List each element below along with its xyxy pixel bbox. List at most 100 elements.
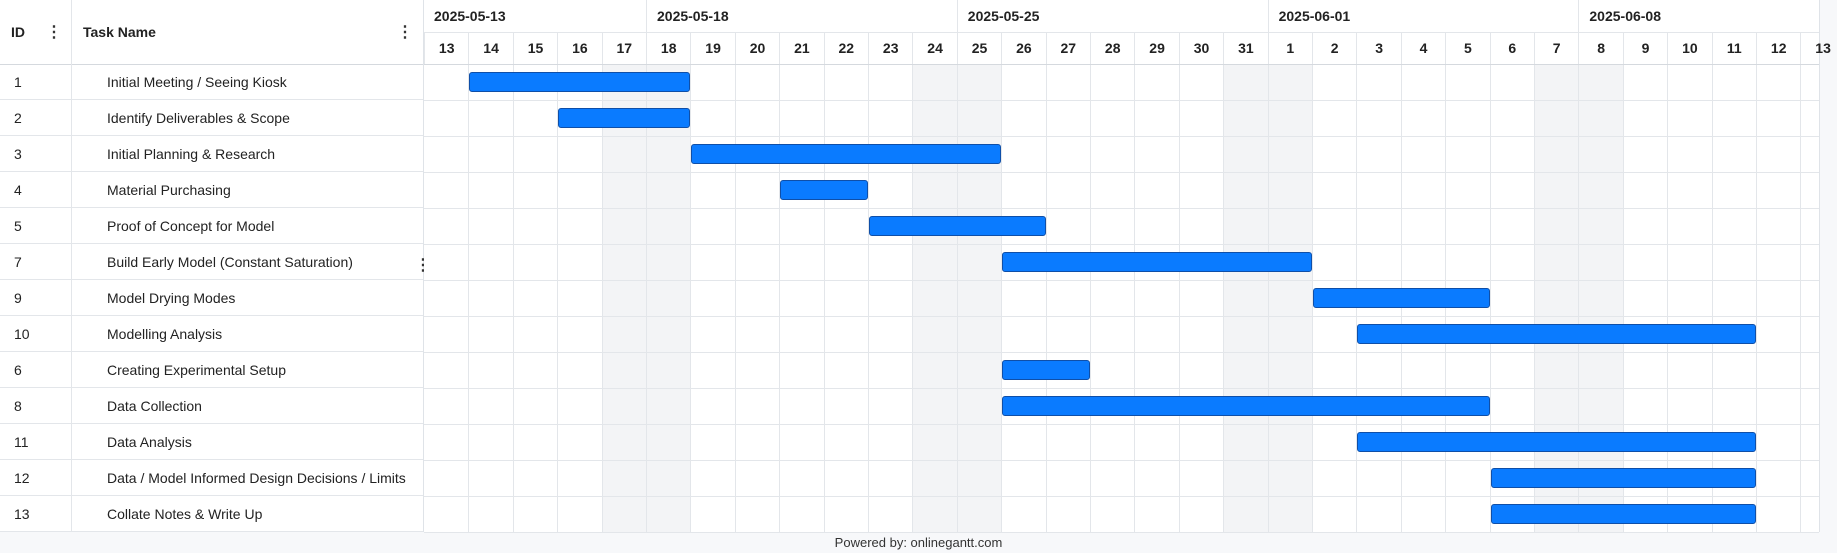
- day-gridline: [1045, 32, 1047, 532]
- day-label: 3: [1356, 32, 1400, 64]
- day-label: 30: [1178, 32, 1223, 64]
- task-bar[interactable]: [558, 108, 691, 128]
- day-label: 13: [424, 32, 468, 64]
- day-label: 16: [557, 32, 601, 64]
- task-bar[interactable]: [469, 72, 691, 92]
- task-row[interactable]: 8 Data Collection: [0, 388, 423, 424]
- day-label: 31: [1223, 32, 1267, 64]
- task-row[interactable]: 3 Initial Planning & Research: [0, 136, 423, 172]
- day-gridline: [734, 32, 736, 532]
- task-name: Build Early Model (Constant Saturation): [107, 253, 353, 270]
- day-label: 10: [1667, 32, 1711, 64]
- task-name: Data Analysis: [107, 433, 192, 450]
- task-row[interactable]: 2 Identify Deliverables & Scope: [0, 100, 423, 136]
- task-id: 4: [14, 181, 22, 198]
- task-name: Data Collection: [107, 397, 202, 414]
- task-bar[interactable]: [1357, 324, 1756, 344]
- task-id: 6: [14, 361, 22, 378]
- day-gridline: [601, 32, 603, 532]
- task-name: Material Purchasing: [107, 181, 231, 198]
- day-gridline: [1400, 32, 1402, 532]
- day-gridline: [823, 32, 825, 532]
- task-bar[interactable]: [1313, 288, 1490, 308]
- task-name-column-header[interactable]: Task Name: [83, 24, 156, 40]
- task-row[interactable]: 13 Collate Notes & Write Up: [0, 496, 423, 532]
- day-gridline: [1090, 32, 1091, 532]
- day-label: 19: [690, 32, 734, 64]
- task-id: 3: [14, 145, 22, 162]
- day-gridline: [646, 32, 647, 532]
- id-column-header[interactable]: ID: [11, 24, 25, 40]
- month-header-divider: [424, 32, 1819, 33]
- row-gridline: [424, 388, 1819, 389]
- footer-credit: Powered by: onlinegantt.com: [834, 535, 1003, 550]
- day-gridline: [1223, 32, 1225, 532]
- day-gridline: [1134, 32, 1136, 532]
- task-bar[interactable]: [691, 144, 1002, 164]
- task-row[interactable]: 7 Build Early Model (Constant Saturation): [0, 244, 423, 280]
- task-row[interactable]: 12 Data / Model Informed Design Decisions…: [0, 460, 423, 496]
- day-label: 27: [1045, 32, 1090, 64]
- task-name: Collate Notes & Write Up: [107, 505, 263, 522]
- task-row[interactable]: 11 Data Analysis: [0, 424, 423, 460]
- day-label: 18: [646, 32, 690, 64]
- day-label: 5: [1445, 32, 1489, 64]
- weekend-column: [1223, 64, 1312, 532]
- day-gridline: [1001, 32, 1003, 532]
- task-bar[interactable]: [1490, 504, 1756, 524]
- day-label: 9: [1622, 32, 1667, 64]
- weekend-column: [912, 64, 1002, 532]
- task-bar[interactable]: [869, 216, 1046, 236]
- day-label: 4: [1400, 32, 1445, 64]
- task-row[interactable]: 10 Modelling Analysis: [0, 316, 423, 352]
- day-gridline: [1756, 32, 1757, 532]
- id-column-menu-icon[interactable]: ⋮: [46, 24, 62, 41]
- day-gridline: [512, 32, 514, 532]
- day-gridline: [1356, 32, 1358, 532]
- task-bar[interactable]: [1002, 360, 1090, 380]
- week-label: 2025-05-13: [434, 8, 506, 24]
- task-id: 5: [14, 217, 22, 234]
- task-bar[interactable]: [1357, 432, 1756, 452]
- task-row[interactable]: 5 Proof of Concept for Model: [0, 208, 423, 244]
- task-id: 11: [14, 433, 29, 450]
- day-label: 24: [912, 32, 956, 64]
- day-label: 17: [601, 32, 646, 64]
- day-gridline: [868, 32, 869, 532]
- row-gridline: [424, 172, 1819, 173]
- row-gridline: [424, 424, 1819, 425]
- task-bar[interactable]: [1002, 396, 1490, 416]
- task-id: 9: [14, 289, 22, 306]
- day-label: 29: [1134, 32, 1178, 64]
- task-row[interactable]: 1 Initial Meeting / Seeing Kiosk: [0, 64, 423, 100]
- task-name-column-menu-icon[interactable]: ⋮: [397, 24, 413, 41]
- task-row[interactable]: 6 Creating Experimental Setup: [0, 352, 423, 388]
- task-name: Identify Deliverables & Scope: [107, 109, 290, 126]
- day-gridline: [1489, 32, 1491, 532]
- day-label: 20: [734, 32, 779, 64]
- day-label: 12: [1756, 32, 1800, 64]
- task-bar[interactable]: [1490, 468, 1756, 488]
- row-gridline: [424, 460, 1819, 461]
- day-label: 6: [1489, 32, 1534, 64]
- task-row[interactable]: 4 Material Purchasing: [0, 172, 423, 208]
- gantt-chart: 2025-05-13 2025-05-18 2025-05-25 2025-06-01…: [424, 0, 1831, 533]
- task-grid: ID ⋮ Task Name ⋮ 1 Initial Meeting / Seei…: [0, 0, 431, 532]
- day-gridline: [557, 32, 559, 532]
- day-label: 26: [1001, 32, 1045, 64]
- day-label: 7: [1534, 32, 1578, 64]
- task-bar[interactable]: [780, 180, 868, 200]
- day-label: 13: [1800, 32, 1837, 64]
- day-gridline: [912, 32, 914, 532]
- task-row[interactable]: 9 Model Drying Modes: [0, 280, 423, 316]
- task-id: 10: [14, 325, 30, 342]
- task-bar[interactable]: [1002, 252, 1312, 272]
- task-id: 8: [14, 397, 22, 414]
- day-label: 28: [1090, 32, 1134, 64]
- day-gridline: [1667, 32, 1669, 532]
- row-gridline: [424, 280, 1819, 281]
- row-gridline: [424, 352, 1819, 353]
- day-gridline: [1178, 32, 1180, 532]
- day-label: 1: [1267, 32, 1312, 64]
- week-label: 2025-05-25: [956, 0, 1268, 32]
